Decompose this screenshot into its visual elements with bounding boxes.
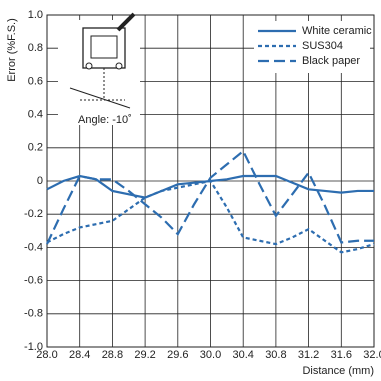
x-tick-label: 30.4	[232, 349, 253, 361]
y-tick-label: 0.2	[28, 142, 43, 154]
plot-frame	[46, 14, 375, 348]
y-tick-label: 0	[37, 175, 43, 187]
series-line	[46, 179, 375, 254]
y-tick-label: -1.0	[24, 341, 43, 353]
target-surface	[69, 87, 131, 109]
sensor-foot	[85, 62, 93, 70]
angle-annotation: Angle: -10˚	[78, 114, 132, 126]
y-tick-label: 0.4	[28, 109, 43, 121]
sensor-face	[90, 35, 118, 59]
y-tick-label: 1.0	[28, 9, 43, 21]
x-axis-label: Distance (mm)	[302, 365, 374, 377]
y-tick-label: -0.4	[24, 241, 43, 253]
series-line	[46, 149, 374, 245]
x-tick-label: 31.6	[331, 349, 352, 361]
x-tick-label: 28.0	[36, 349, 57, 361]
x-tick-label: 29.2	[134, 349, 155, 361]
y-axis-label: Error (%F.S.)	[6, 18, 18, 82]
sensor-body	[82, 27, 126, 69]
x-tick-label: 30.0	[200, 349, 221, 361]
y-tick-label: -0.2	[24, 208, 43, 220]
legend-label: White ceramic	[302, 25, 372, 37]
x-tick-label: 28.4	[69, 349, 90, 361]
inset-diagram: Angle: -10˚	[58, 12, 140, 126]
y-tick-label: -0.8	[24, 308, 43, 320]
x-tick-label: 29.6	[167, 349, 188, 361]
x-tick-label: 32.0	[363, 349, 381, 361]
legend-label: Black paper	[302, 55, 360, 67]
sensor-foot	[115, 62, 123, 70]
x-tick-label: 31.2	[298, 349, 319, 361]
legend-label: SUS304	[302, 40, 343, 52]
x-tick-label: 28.8	[102, 349, 123, 361]
y-tick-label: 0.8	[28, 42, 43, 54]
sensor-cable	[116, 12, 136, 32]
y-tick-label: -0.6	[24, 275, 43, 287]
x-tick-label: 30.8	[265, 349, 286, 361]
y-tick-label: 0.6	[28, 75, 43, 87]
